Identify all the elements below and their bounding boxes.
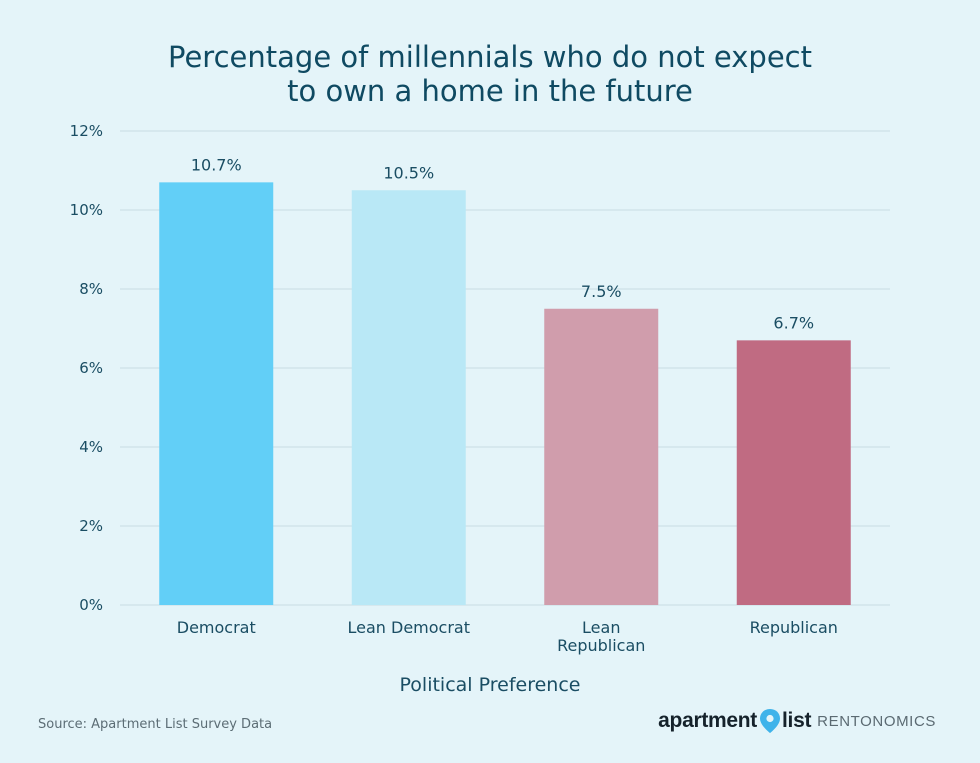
- chart-title: Percentage of millennials who do not exp…: [0, 40, 980, 108]
- logo-brand-left: apartment: [658, 709, 757, 732]
- x-tick-label: Democrat: [177, 618, 256, 637]
- y-tick-label: 0%: [79, 596, 103, 614]
- chart-title-line-1: Percentage of millennials who do not exp…: [168, 40, 812, 74]
- data-label: 10.7%: [191, 155, 242, 174]
- apartment-list-logo: apartment list RENTONOMICS: [658, 708, 936, 734]
- source-note: Source: Apartment List Survey Data: [38, 717, 273, 732]
- y-tick-label: 10%: [70, 201, 103, 219]
- data-label: 7.5%: [581, 282, 622, 301]
- x-axis-title: Political Preference: [400, 674, 581, 696]
- data-label: 10.5%: [383, 163, 434, 182]
- chart-title-line-2: to own a home in the future: [287, 74, 693, 108]
- x-tick-label: Lean: [582, 618, 620, 637]
- bar-2: [351, 190, 466, 605]
- y-tick-label: 6%: [79, 359, 103, 377]
- logo-brand-right: list: [782, 709, 812, 732]
- bar-1: [159, 182, 274, 605]
- y-tick-label: 8%: [79, 280, 103, 298]
- y-tick-label: 2%: [79, 517, 103, 535]
- logo-subtitle: RENTONOMICS: [817, 712, 936, 730]
- data-label: 6.7%: [773, 313, 814, 332]
- bar-3: [544, 308, 659, 605]
- map-pin-icon: [760, 709, 780, 733]
- x-tick-label: Lean Democrat: [348, 618, 471, 637]
- y-tick-label: 4%: [79, 438, 103, 456]
- x-tick-label: Republican: [557, 636, 645, 655]
- x-tick-label: Republican: [750, 618, 838, 637]
- y-tick-label: 12%: [70, 122, 103, 140]
- bar-4: [736, 340, 851, 605]
